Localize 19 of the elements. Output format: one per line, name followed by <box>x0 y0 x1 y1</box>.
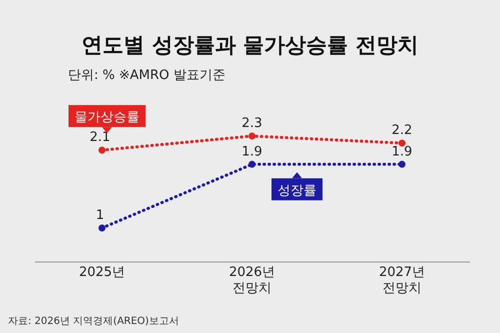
data-label: 2.3 <box>242 116 262 131</box>
data-label: 1 <box>96 208 104 223</box>
data-label: 1.9 <box>392 144 412 160</box>
data-label: 2.2 <box>392 123 412 138</box>
x-tick-label: 2026년 전망치 <box>228 265 276 296</box>
point <box>248 160 256 168</box>
data-label: 2.1 <box>90 130 110 146</box>
series-label: 물가상승률 <box>74 110 140 126</box>
text: 자료: 2026년 지역경제(AREO)보고서 <box>8 316 179 327</box>
chart-title: 연도별 성장률과 물가상승률 전망치 <box>82 33 418 57</box>
point <box>248 132 256 140</box>
x-tick-label: 2027년 전망치 <box>378 265 426 296</box>
point <box>98 224 106 232</box>
x-tick-label: 2025년 <box>78 265 126 280</box>
data-label: 1.9 <box>242 144 262 160</box>
point <box>398 160 406 168</box>
legend-label: 성장률 <box>278 183 316 198</box>
chart-subtitle: 단위: % ※AMRO 발표기준 <box>68 68 226 83</box>
point <box>98 146 106 154</box>
